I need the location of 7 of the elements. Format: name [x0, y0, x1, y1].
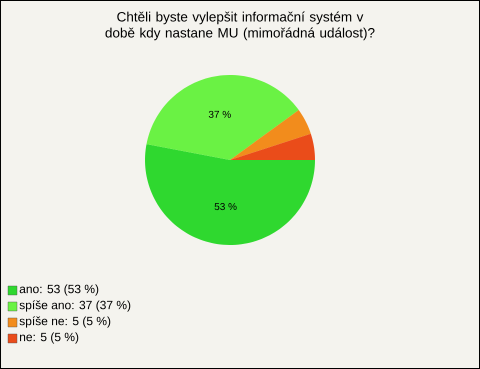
legend-label: ne: 5 (5 %) — [20, 332, 78, 344]
data-label: 37 % — [208, 110, 231, 118]
legend-label: ano: 53 (53 %) — [20, 284, 98, 296]
legend-label: spíše ano: 37 (37 %) — [20, 300, 130, 312]
chart-title: Chtěli byste vylepšit informační systém v době kdy nastane MU (mimořádná událost)? — [106, 12, 375, 40]
data-label: 53 % — [214, 203, 237, 210]
legend-label: spíše ne: 5 (5 %) — [20, 316, 110, 328]
